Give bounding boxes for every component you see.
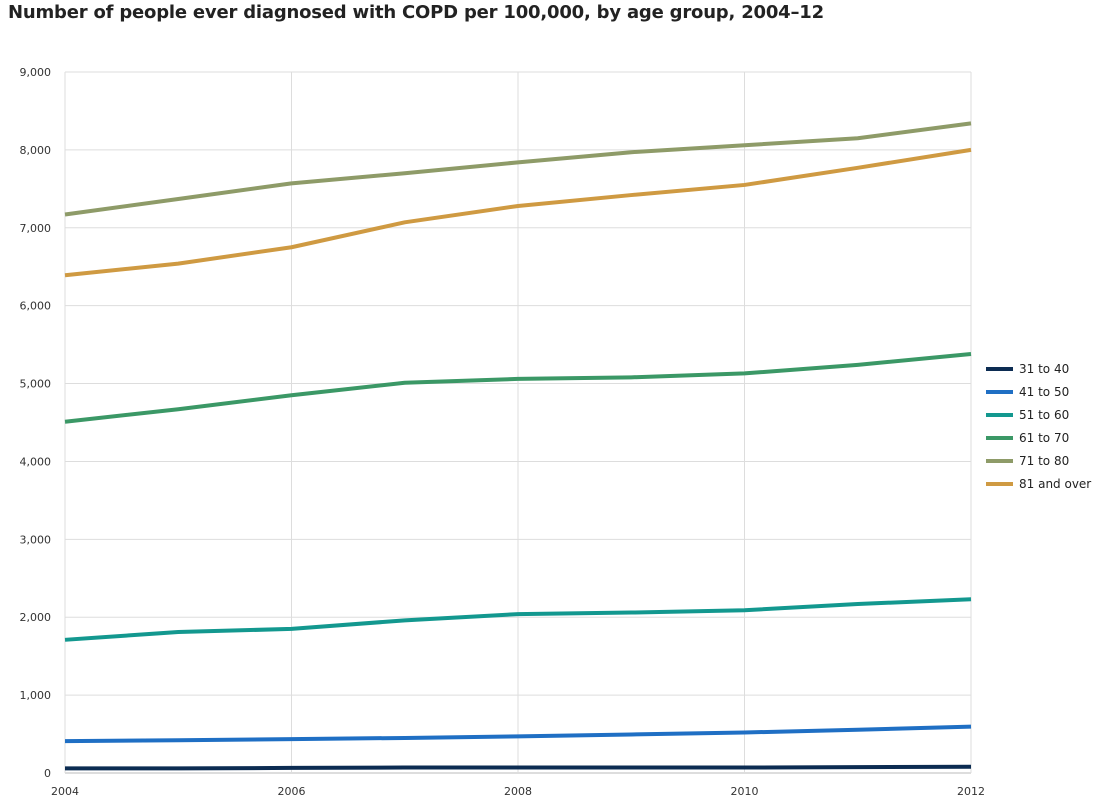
- legend-swatch-61-to-70: [986, 435, 1013, 440]
- y-tick-label-6: 6,000: [20, 300, 52, 313]
- y-tick-label-0: 0: [44, 767, 51, 780]
- legend-item-71-to-80[interactable]: 71 to 80: [986, 449, 1091, 472]
- x-tick-label-1: 2006: [278, 785, 306, 798]
- y-tick-label-4: 4,000: [20, 455, 52, 468]
- legend-swatch-31-to-40: [986, 366, 1013, 371]
- series-line-41-to-50: [64, 724, 972, 744]
- series-line-71-to-80: [64, 121, 972, 217]
- series-line-31-to-40: [65, 764, 972, 771]
- legend-swatch-41-to-50: [986, 389, 1013, 394]
- y-tick-label-2: 2,000: [20, 611, 52, 624]
- legend-swatch-81-and-over: [986, 481, 1013, 486]
- legend-label-31-to-40: 31 to 40: [1019, 361, 1070, 376]
- legend: 31 to 40 41 to 50 51 to 60 61 to 70 71 t…: [986, 357, 1091, 495]
- legend-label-81-and-over: 81 and over: [1019, 476, 1092, 491]
- y-tick-label-8: 8,000: [20, 144, 52, 157]
- legend-item-51-to-60[interactable]: 51 to 60: [986, 403, 1091, 426]
- legend-label-71-to-80: 71 to 80: [1019, 453, 1070, 468]
- series-line-61-to-70: [64, 351, 972, 424]
- legend-item-31-to-40[interactable]: 31 to 40: [986, 357, 1091, 380]
- y-tick-label-7: 7,000: [20, 222, 52, 235]
- x-tick-label-4: 2012: [957, 785, 985, 798]
- legend-item-41-to-50[interactable]: 41 to 50: [986, 380, 1091, 403]
- y-tick-label-5: 5,000: [20, 378, 52, 391]
- legend-label-41-to-50: 41 to 50: [1019, 384, 1070, 399]
- y-tick-label-1: 1,000: [20, 689, 52, 702]
- y-tick-label-9: 9,000: [20, 66, 52, 79]
- x-tick-label-3: 2010: [731, 785, 759, 798]
- legend-label-61-to-70: 61 to 70: [1019, 430, 1070, 445]
- chart-title: Number of people ever diagnosed with COP…: [8, 2, 824, 23]
- series-line-81-and-over: [64, 147, 972, 278]
- legend-item-81-and-over[interactable]: 81 and over: [986, 472, 1091, 495]
- legend-label-51-to-60: 51 to 60: [1019, 407, 1070, 422]
- legend-swatch-71-to-80: [986, 458, 1013, 463]
- y-tick-label-3: 3,000: [20, 533, 52, 546]
- legend-item-61-to-70[interactable]: 61 to 70: [986, 426, 1091, 449]
- x-tick-label-2: 2008: [504, 785, 532, 798]
- x-tick-label-0: 2004: [51, 785, 79, 798]
- series-line-51-to-60: [64, 597, 972, 642]
- legend-swatch-51-to-60: [986, 412, 1013, 417]
